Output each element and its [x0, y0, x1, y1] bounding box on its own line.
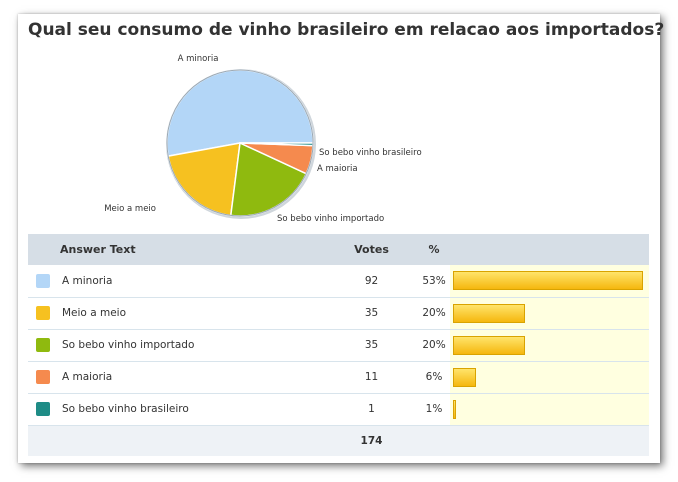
percent-value: 20% — [418, 329, 450, 362]
color-swatch — [36, 306, 50, 320]
percent-value: 6% — [418, 361, 450, 394]
table-header-row: Answer Text Votes % — [28, 234, 649, 265]
answer-label: So bebo vinho importado — [62, 339, 195, 351]
pie-chart: A minoria Meio a meio So bebo vinho import… — [18, 14, 660, 234]
votes-value: 35 — [325, 329, 418, 362]
pie-slice-label: A maioria — [317, 164, 358, 174]
color-swatch — [36, 370, 50, 384]
percent-value: 53% — [418, 265, 450, 298]
votes-value: 35 — [325, 297, 418, 330]
answer-label: So bebo vinho brasileiro — [62, 403, 189, 415]
vote-bar — [453, 271, 643, 291]
percent-value: 1% — [418, 393, 450, 426]
vote-bar — [453, 367, 476, 387]
color-swatch — [36, 338, 50, 352]
poll-card: Qual seu consumo de vinho brasileiro em … — [18, 14, 664, 463]
pie-slice-label: So bebo vinho importado — [277, 214, 384, 224]
answer-label: Meio a meio — [62, 307, 126, 319]
color-swatch — [36, 273, 50, 288]
percent-value: 20% — [418, 297, 450, 330]
pie-slice-label: Meio a meio — [104, 204, 156, 214]
answer-label: A maioria — [62, 371, 113, 383]
table-row: A maioria 11 6% — [28, 361, 649, 394]
header-votes: Votes — [354, 243, 389, 256]
header-percent: % — [428, 243, 440, 256]
table-row: So bebo vinho brasileiro 1 1% — [28, 393, 649, 426]
pie-chart-svg: A minoria Meio a meio So bebo vinho import… — [104, 54, 422, 224]
table-row: A minoria 92 53% — [28, 265, 649, 298]
votes-value: 11 — [325, 361, 418, 394]
results-table: Answer Text Votes % A minoria 92 53% Meio a… — [28, 234, 649, 456]
pie-slice-label: A minoria — [178, 54, 219, 64]
vote-bar — [453, 335, 526, 355]
pie-rim — [166, 69, 314, 217]
pie-slice — [167, 142, 241, 217]
votes-value: 92 — [325, 265, 418, 298]
table-row: So bebo vinho importado 35 20% — [28, 329, 649, 362]
header-bar — [450, 234, 649, 265]
table-total-row: 174 — [28, 425, 649, 456]
poll-title: Qual seu consumo de vinho brasileiro em … — [28, 20, 665, 40]
answer-label: A minoria — [62, 274, 113, 287]
vote-bar — [453, 399, 456, 419]
header-answer-text: Answer Text — [60, 243, 136, 256]
vote-bar — [453, 303, 526, 323]
color-swatch — [36, 402, 50, 416]
votes-value: 1 — [325, 393, 418, 426]
total-votes: 174 — [360, 434, 383, 447]
pie-slice-label: So bebo vinho brasileiro — [319, 148, 422, 158]
table-row: Meio a meio 35 20% — [28, 297, 649, 330]
